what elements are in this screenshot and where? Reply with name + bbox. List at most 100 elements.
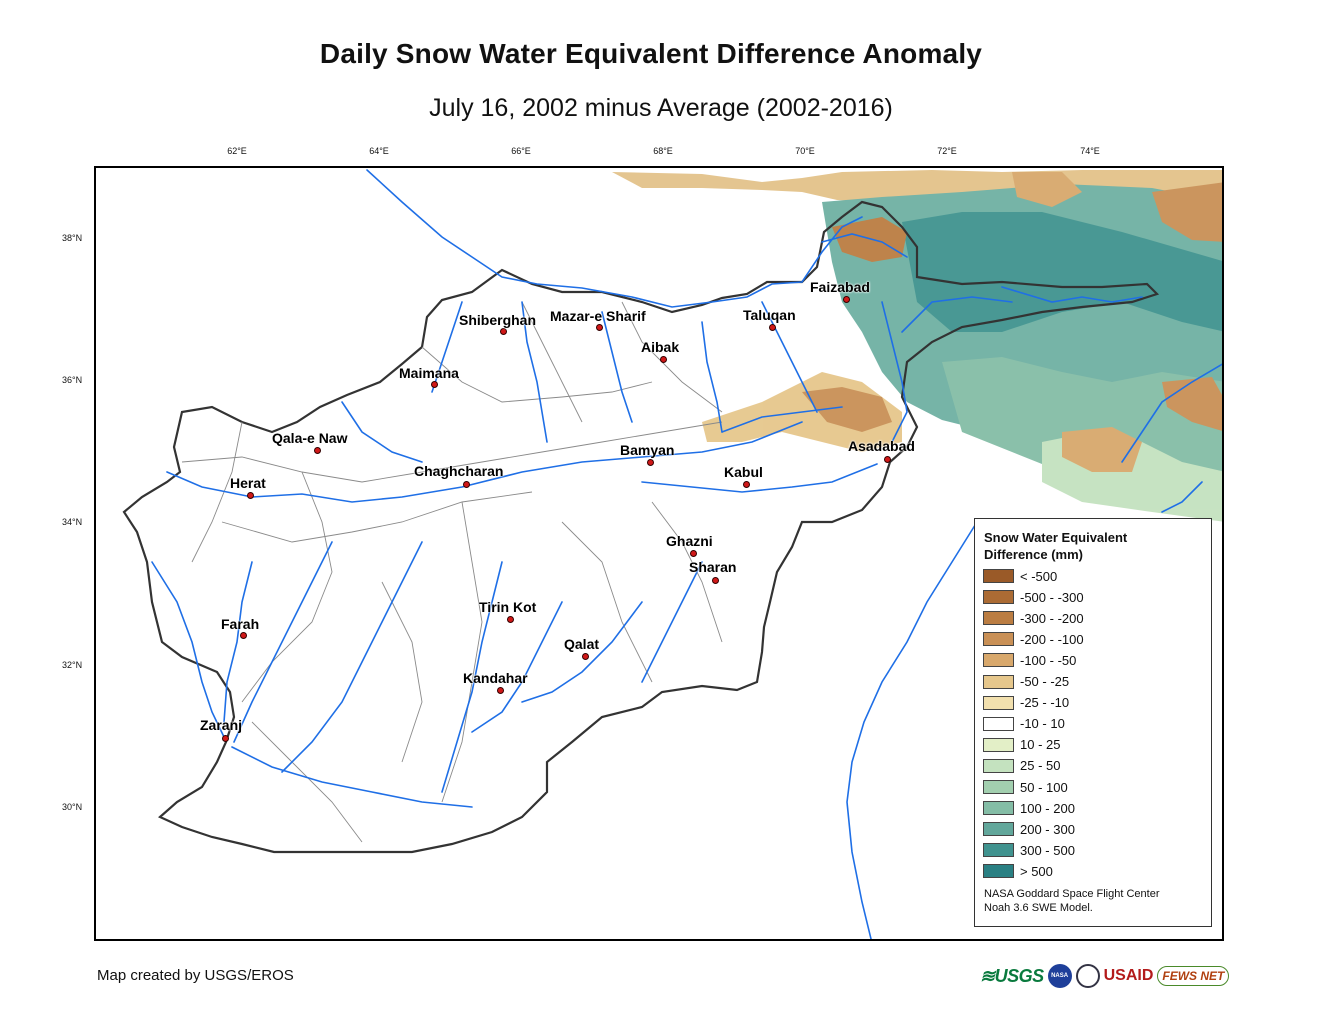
- city-label-chaghcharan: Chaghcharan: [414, 463, 504, 479]
- legend-label: 200 - 300: [1020, 821, 1075, 837]
- legend-item: < -500: [983, 567, 1057, 585]
- city-label-asadabad: Asadabad: [848, 438, 915, 454]
- usaid-logo: USAID: [1103, 967, 1154, 984]
- city-label-faizabad: Faizabad: [810, 279, 870, 295]
- city-label-sharan: Sharan: [689, 559, 737, 575]
- latitude-tick-36: 36°N: [62, 375, 83, 385]
- legend-item: 10 - 25: [983, 736, 1060, 754]
- latitude-tick-34: 34°N: [62, 517, 83, 527]
- city-label-aibak: Aibak: [641, 339, 680, 355]
- latitude-tick-30: 30°N: [62, 802, 83, 812]
- legend-swatch: [983, 695, 1014, 710]
- city-label-taluqan: Taluqan: [743, 307, 796, 323]
- legend-swatch: [983, 611, 1014, 626]
- city-label-qala-e-naw: Qala-e Naw: [272, 430, 348, 446]
- latitude-tick-38: 38°N: [62, 233, 83, 243]
- city-marker-kabul[interactable]: [743, 481, 750, 488]
- city-label-mazar-e-sharif: Mazar-e Sharif: [550, 308, 646, 324]
- city-marker-asadabad[interactable]: [884, 456, 891, 463]
- legend-label: -10 - 10: [1020, 716, 1065, 732]
- legend-swatch: [983, 632, 1014, 647]
- legend-swatch: [983, 653, 1014, 668]
- city-marker-aibak[interactable]: [660, 356, 667, 363]
- legend-label: -300 - -200: [1020, 610, 1084, 626]
- swe-anomaly-raster: [612, 170, 1222, 522]
- legend-item: 50 - 100: [983, 778, 1068, 796]
- legend-swatch: [983, 716, 1014, 731]
- legend-label: > 500: [1020, 863, 1053, 879]
- longitude-tick-66: 66°E: [511, 146, 531, 156]
- longitude-tick-70: 70°E: [795, 146, 815, 156]
- legend-swatch: [983, 864, 1014, 879]
- legend-credit-line1: NASA Goddard Space Flight Center: [984, 888, 1160, 900]
- legend-item: 200 - 300: [983, 820, 1075, 838]
- longitude-tick-64: 64°E: [369, 146, 389, 156]
- legend-title-line2: Difference (mm): [984, 547, 1083, 562]
- legend-swatch: [983, 780, 1014, 794]
- legend-item: 25 - 50: [983, 757, 1060, 775]
- legend-label: 10 - 25: [1020, 737, 1061, 753]
- city-label-farah: Farah: [221, 616, 260, 632]
- legend-label: -50 - -25: [1020, 674, 1070, 689]
- city-marker-shiberghan[interactable]: [500, 328, 507, 335]
- city-marker-qalat[interactable]: [582, 653, 589, 660]
- city-label-kabul: Kabul: [724, 464, 763, 480]
- city-label-tirin-kot: Tirin Kot: [479, 599, 537, 615]
- legend-label: 300 - 500: [1020, 842, 1075, 858]
- city-label-shiberghan: Shiberghan: [459, 312, 537, 328]
- legend-swatch: [983, 674, 1014, 689]
- legend-item: -100 - -50: [983, 651, 1076, 669]
- city-marker-herat[interactable]: [247, 492, 254, 499]
- legend-label: -200 - -100: [1020, 631, 1084, 647]
- city-label-bamyan: Bamyan: [620, 442, 675, 458]
- map-subtitle: July 16, 2002 minus Average (2002-2016): [429, 94, 893, 122]
- city-marker-tirin-kot[interactable]: [507, 616, 514, 623]
- agency-logos: ≋USGS NASA USAID FEWS NET: [980, 962, 1230, 990]
- legend-label: -100 - -50: [1020, 652, 1077, 668]
- legend-swatch: [983, 801, 1014, 816]
- map-credit: Map created by USGS/EROS: [97, 967, 294, 984]
- country-border: [122, 200, 1160, 854]
- legend-title: Snow Water Equivalent Difference (mm): [984, 529, 1127, 563]
- legend-item: 300 - 500: [983, 841, 1075, 859]
- city-label-maimana: Maimana: [399, 365, 459, 381]
- legend-swatch: [983, 843, 1014, 858]
- city-marker-bamyan[interactable]: [647, 459, 654, 466]
- map-canvas: [122, 169, 1222, 939]
- legend-item: -25 - -10: [983, 694, 1069, 712]
- city-label-qalat: Qalat: [564, 636, 600, 652]
- legend-label: 25 - 50: [1020, 758, 1061, 774]
- city-marker-zaranj[interactable]: [222, 735, 229, 742]
- longitude-tick-68: 68°E: [653, 146, 673, 156]
- legend-item: -50 - -25: [983, 673, 1069, 691]
- city-marker-faizabad[interactable]: [843, 296, 850, 303]
- legend: Snow Water Equivalent Difference (mm) < …: [974, 518, 1212, 927]
- legend-credit: NASA Goddard Space Flight Center Noah 3.…: [984, 887, 1159, 915]
- legend-label: < -500: [1020, 568, 1058, 584]
- legend-label: -25 - -10: [1020, 695, 1070, 711]
- city-marker-mazar-e-sharif[interactable]: [596, 324, 603, 331]
- city-label-kandahar: Kandahar: [463, 670, 528, 686]
- nasa-logo: NASA: [1047, 964, 1072, 988]
- city-label-zaranj: Zaranj: [200, 717, 243, 733]
- city-marker-maimana[interactable]: [431, 381, 438, 388]
- legend-credit-line2: Noah 3.6 SWE Model.: [984, 902, 1093, 914]
- city-marker-farah[interactable]: [240, 632, 247, 639]
- legend-item: > 500: [983, 862, 1053, 880]
- legend-swatch: [983, 569, 1014, 583]
- city-marker-sharan[interactable]: [712, 577, 719, 584]
- city-marker-taluqan[interactable]: [769, 324, 776, 331]
- legend-item: -10 - 10: [983, 715, 1065, 733]
- longitude-tick-62: 62°E: [227, 146, 247, 156]
- map-title: Daily Snow Water Equivalent Difference A…: [319, 38, 983, 69]
- city-marker-kandahar[interactable]: [497, 687, 504, 694]
- legend-swatch: [983, 822, 1014, 837]
- legend-item: 100 - 200: [983, 799, 1075, 817]
- legend-label: -500 - -300: [1020, 589, 1084, 605]
- city-marker-chaghcharan[interactable]: [463, 481, 470, 488]
- basin-boundaries: [181, 301, 723, 843]
- city-marker-ghazni[interactable]: [690, 550, 697, 557]
- government-seal-logo: [1075, 964, 1100, 988]
- city-marker-qala-e-naw[interactable]: [314, 447, 321, 454]
- legend-item: -300 - -200: [983, 609, 1084, 627]
